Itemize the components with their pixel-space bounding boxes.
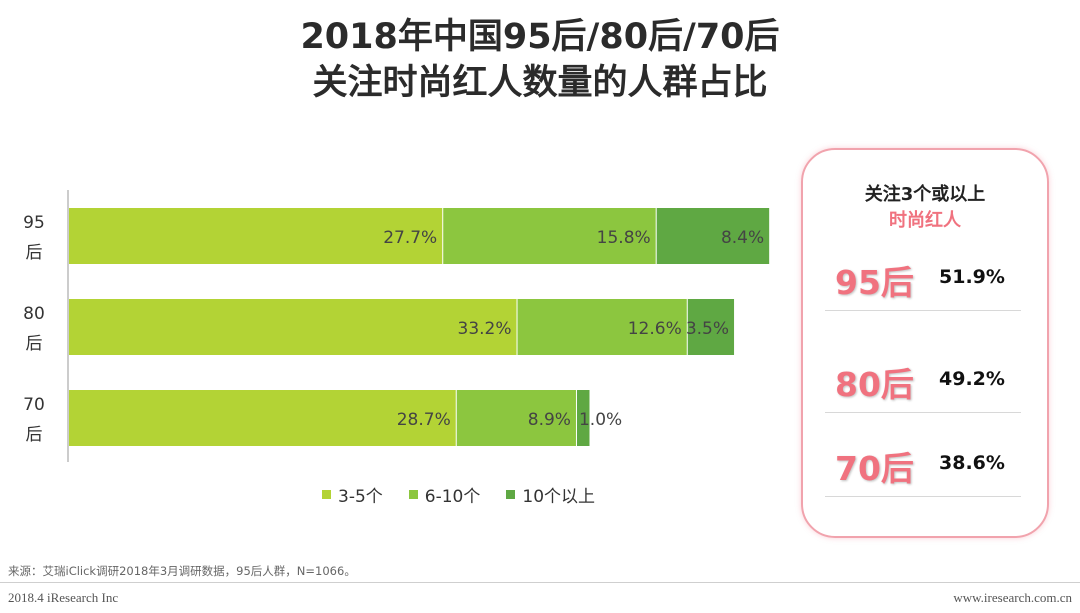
legend-swatch-3	[506, 490, 516, 499]
stat-row-80: 80后 49.2%	[825, 352, 1021, 413]
data-label-70-3: 1.0%	[579, 410, 622, 430]
stat-row-95: 95后 51.9%	[825, 250, 1021, 311]
category-label-suffix-95: 后	[26, 243, 43, 263]
stat-value-80: 49.2%	[939, 368, 1005, 390]
data-label-80-1: 33.2%	[458, 319, 512, 339]
legend-label-3: 10个以上	[522, 487, 596, 507]
bar-95-1	[69, 208, 443, 264]
chart-title: 2018年中国95后/80后/70后 关注时尚红人数量的人群占比	[0, 14, 1080, 106]
title-line-2: 关注时尚红人数量的人群占比	[312, 63, 768, 103]
bar-70-2	[456, 390, 576, 446]
bar-80-1	[69, 299, 517, 355]
stacked-bar-chart: 95 后 27.7% 15.8% 8.4% 80 后 33.2% 12.6% 3.5% 70 后 28.…	[23, 190, 770, 462]
stat-label-80: 80后	[835, 365, 914, 404]
stat-value-70: 38.6%	[939, 452, 1005, 474]
legend-item-2: 6-10个	[408, 482, 481, 507]
bar-95-2	[443, 208, 656, 264]
footer-divider	[0, 582, 1080, 583]
stat-label-70: 70后	[835, 449, 914, 488]
data-label-70-2: 8.9%	[528, 410, 571, 430]
category-label-suffix-70: 后	[26, 425, 43, 445]
category-label-suffix-80: 后	[26, 334, 43, 354]
bar-95-3	[656, 208, 770, 264]
legend-item-3: 10个以上	[506, 482, 595, 507]
legend-swatch-2	[408, 490, 418, 499]
panel-heading-line-1: 关注3个或以上	[864, 184, 986, 205]
bar-70-1	[69, 390, 456, 446]
footer-website: www.iresearch.com.cn	[953, 590, 1072, 605]
data-label-95-2: 15.8%	[597, 228, 651, 248]
stat-label-95: 95后	[835, 263, 914, 302]
bar-80-2	[517, 299, 687, 355]
stat-row-70: 70后 38.6%	[825, 436, 1021, 497]
category-label-95: 95	[23, 213, 45, 233]
data-label-95-1: 27.7%	[383, 228, 437, 248]
stat-value-95: 51.9%	[939, 266, 1005, 288]
title-line-1: 2018年中国95后/80后/70后	[300, 17, 780, 57]
panel-heading-line-2: 时尚红人	[889, 210, 961, 231]
legend-label-2: 6-10个	[424, 487, 481, 507]
category-label-70: 70	[23, 395, 45, 415]
legend-label-1: 3-5个	[338, 487, 383, 507]
bar-80-3	[687, 299, 735, 355]
data-label-80-2: 12.6%	[628, 319, 682, 339]
category-label-80: 80	[23, 304, 45, 324]
footer-copyright: 2018.4 iResearch Inc	[8, 590, 119, 605]
bar-70-3	[576, 390, 590, 446]
legend-swatch-1	[322, 490, 331, 499]
legend-item-1: 3-5个	[322, 482, 383, 507]
data-label-70-1: 28.7%	[397, 410, 451, 430]
summary-panel: 关注3个或以上 时尚红人 95后 51.9% 80后 49.2% 70后 38.…	[801, 148, 1049, 538]
data-label-80-3: 3.5%	[686, 319, 729, 339]
source-note: 来源：艾瑞iClick调研2018年3月调研数据，95后人群，N=1066。	[8, 564, 356, 578]
data-label-95-3: 8.4%	[721, 228, 764, 248]
chart-legend: 3-5个 6-10个 10个以上	[322, 482, 595, 507]
